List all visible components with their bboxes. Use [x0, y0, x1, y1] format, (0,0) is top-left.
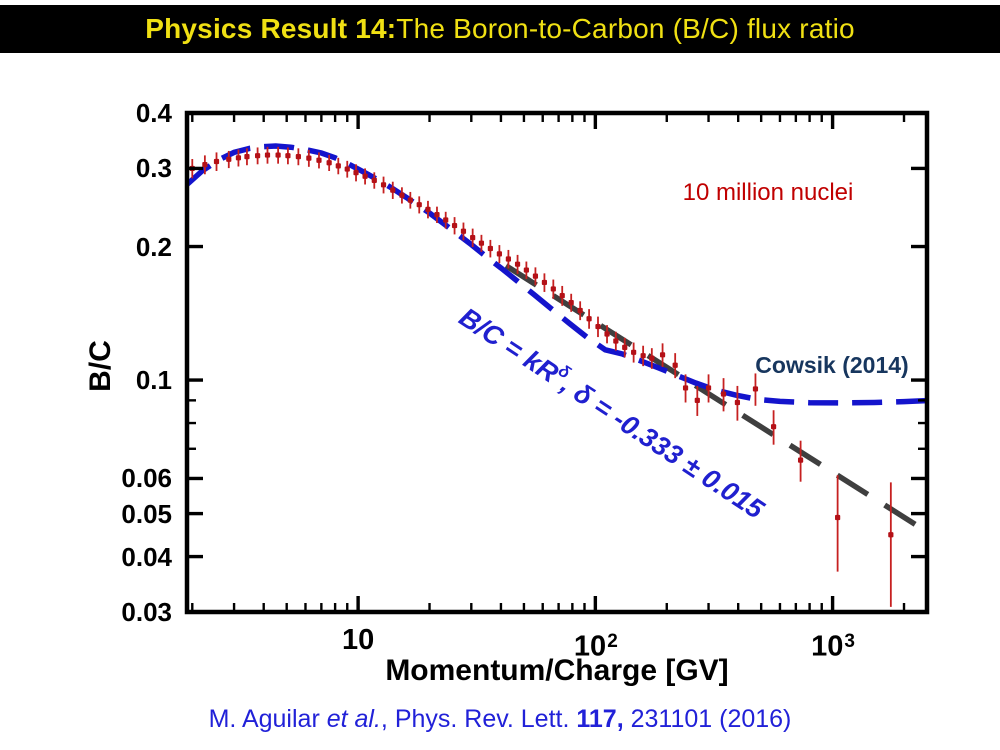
y-tick-label: 0.4: [135, 98, 172, 128]
nuclei-count-annotation: 10 million nuclei: [682, 179, 854, 206]
cowsik-model-label: Cowsik (2014): [755, 352, 909, 378]
y-tick-label: 0.2: [135, 231, 172, 262]
title-text: The Boron-to-Carbon (B/C) flux ratio: [396, 13, 855, 44]
plot-frame: [184, 110, 930, 615]
x-tick-label: 103: [811, 630, 855, 663]
x-axis-title: Momentum/Charge [GV]: [385, 654, 729, 687]
y-tick-label: 0.06: [121, 463, 172, 494]
cowsik-model-curve: [185, 143, 928, 406]
axis-ticks: [187, 111, 927, 614]
title-bar: Physics Result 14: The Boron-to-Carbon (…: [0, 5, 1000, 53]
citation: M. Aguilar et al., Phys. Rev. Lett. 117,…: [0, 705, 1000, 734]
y-tick-label: 0.3: [135, 153, 172, 184]
x-tick-label: 10: [341, 624, 375, 656]
citation-volume: 117,: [576, 705, 624, 733]
title-prefix: Physics Result 14:: [145, 13, 397, 44]
citation-journal: , Phys. Rev. Lett.: [380, 705, 577, 733]
power-law-fit-line: [504, 263, 927, 533]
y-axis-title: B/C: [84, 340, 117, 392]
citation-etal: et al.: [326, 705, 381, 733]
data-points: [189, 152, 894, 538]
citation-pages: 231101 (2016): [623, 705, 792, 733]
x-tick-label: 102: [573, 630, 618, 663]
y-tick-label: 0.05: [121, 498, 172, 529]
y-tick-label: 0.1: [135, 365, 172, 396]
y-tick-label: 0.03: [121, 597, 172, 627]
y-tick-label: 0.04: [121, 541, 172, 572]
citation-authors: M. Aguilar: [208, 705, 327, 733]
